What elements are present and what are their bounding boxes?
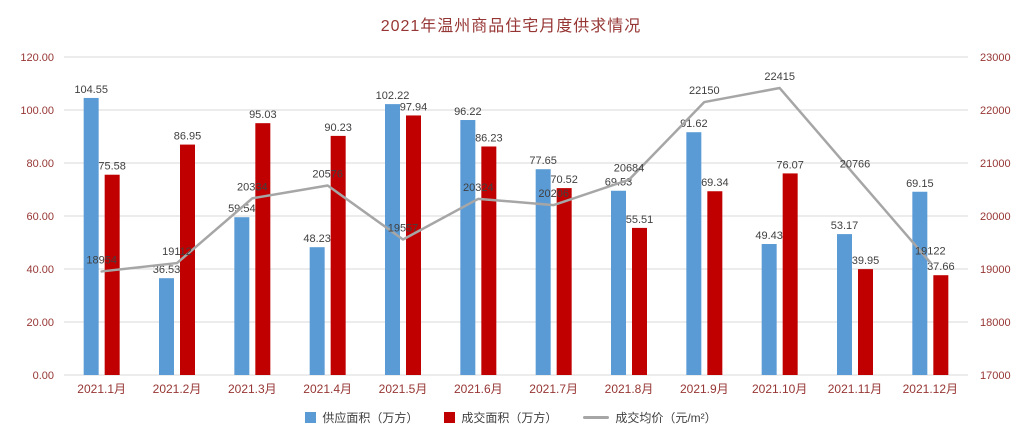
x-axis-label: 2021.2月: [153, 382, 202, 396]
x-axis-label: 2021.10月: [752, 382, 807, 396]
right-axis-tick-label: 20000: [980, 211, 1011, 223]
line-data-label: 22150: [689, 85, 720, 97]
bar-data-label: 76.07: [776, 159, 804, 171]
line-data-label: 19122: [915, 246, 946, 258]
x-axis-label: 2021.5月: [379, 382, 428, 396]
bar-supply-area: [309, 247, 325, 375]
x-axis-label: 2021.1月: [77, 382, 126, 396]
bar-data-label: 75.58: [98, 161, 126, 173]
left-axis-tick-label: 100.00: [20, 105, 54, 117]
right-axis-tick-label: 21000: [980, 158, 1011, 170]
x-axis-label: 2021.11月: [828, 382, 883, 396]
bar-supply-area: [535, 169, 551, 375]
bar-data-label: 86.95: [174, 131, 202, 143]
bar-deal-area: [104, 174, 120, 375]
bar-data-label: 77.65: [529, 155, 557, 167]
legend-item-supply-area: 供应面积（万方）: [305, 409, 418, 426]
bar-supply-area: [686, 132, 702, 375]
bar-data-label: 37.66: [927, 261, 955, 273]
x-axis-label: 2021.12月: [903, 382, 958, 396]
left-axis-tick-label: 60.00: [26, 211, 54, 223]
bar-data-label: 36.53: [153, 264, 181, 276]
bar-supply-area: [761, 244, 777, 375]
x-axis-label: 2021.9月: [680, 382, 729, 396]
line-data-label: 22415: [764, 71, 795, 83]
bar-data-label: 70.52: [550, 174, 578, 186]
bar-deal-area: [556, 188, 572, 375]
bar-deal-area: [782, 173, 798, 375]
bar-deal-area: [481, 146, 497, 375]
bar-deal-area: [406, 115, 421, 376]
bar-data-label: 49.43: [755, 230, 783, 242]
legend-swatch-deal-icon: [444, 412, 456, 423]
legend-item-avg-price: 成交均价（元/m²）: [583, 409, 717, 426]
bar-supply-area: [460, 120, 476, 375]
legend-label-deal: 成交面积（万方）: [461, 411, 558, 425]
x-axis-label: 2021.3月: [228, 382, 277, 396]
bar-supply-area: [837, 234, 852, 375]
line-data-label: 20684: [614, 163, 645, 175]
left-axis-tick-label: 40.00: [26, 264, 54, 276]
right-axis-tick-label: 23000: [980, 52, 1011, 64]
line-data-label: 20766: [840, 158, 871, 170]
line-data-label: 20206: [538, 188, 569, 200]
bar-data-label: 48.23: [303, 233, 331, 245]
left-axis-tick-label: 120.00: [20, 52, 54, 64]
page-title: 2021年温州商品住宅月度供求情况: [380, 18, 642, 35]
bar-supply-area: [385, 104, 400, 375]
right-axis-tick-label: 19000: [980, 264, 1011, 276]
line-data-label: 19112: [162, 246, 192, 258]
line-data-label: 20576: [312, 168, 343, 180]
x-axis-label: 2021.6月: [454, 382, 503, 396]
right-axis-tick-label: 18000: [980, 317, 1011, 329]
chart-legend: 供应面积（万方） 成交面积（万方） 成交均价（元/m²）: [0, 409, 1022, 426]
legend-label-price: 成交均价（元/m²）: [615, 411, 717, 425]
bar-data-label: 102.22: [376, 90, 410, 102]
bar-data-label: 53.17: [831, 220, 859, 232]
legend-swatch-supply-icon: [305, 412, 317, 423]
bar-deal-area: [707, 191, 723, 375]
bar-supply-area: [912, 191, 928, 375]
x-axis-label: 2021.7月: [529, 382, 578, 396]
legend-item-deal-area: 成交面积（万方）: [444, 409, 557, 426]
bar-deal-area: [255, 123, 271, 375]
bar-data-label: 86.23: [475, 132, 503, 144]
bar-supply-area: [611, 190, 626, 375]
line-data-label: 20324: [463, 182, 494, 194]
bar-data-label: 95.03: [249, 109, 277, 121]
bar-deal-area: [632, 227, 647, 375]
bar-data-label: 96.22: [454, 106, 482, 118]
bar-data-label: 69.15: [906, 178, 934, 190]
bar-data-label: 97.94: [400, 101, 428, 113]
bar-deal-area: [933, 275, 949, 375]
right-axis-tick-label: 22000: [980, 105, 1011, 117]
x-axis-label: 2021.8月: [605, 382, 654, 396]
x-axis-label: 2021.4月: [303, 382, 352, 396]
bar-deal-area: [180, 144, 195, 375]
left-axis-tick-label: 80.00: [26, 158, 54, 170]
bar-supply-area: [234, 217, 250, 375]
bar-supply-area: [159, 278, 174, 375]
bar-supply-area: [83, 97, 99, 375]
legend-swatch-price-line-icon: [583, 416, 610, 419]
bar-data-label: 59.54: [228, 203, 256, 215]
line-data-label: 18954: [86, 254, 117, 266]
line-data-label: 20334: [237, 181, 268, 193]
bar-deal-area: [858, 269, 873, 375]
bar-data-label: 90.23: [324, 122, 352, 134]
avg-price-line: [100, 86, 932, 273]
right-axis-tick-label: 17000: [980, 370, 1011, 382]
legend-label-supply: 供应面积（万方）: [322, 411, 419, 425]
line-data-label: 19557: [388, 222, 419, 234]
bar-data-label: 69.34: [701, 177, 729, 189]
left-axis-tick-label: 0.00: [33, 370, 54, 382]
bar-data-label: 104.55: [74, 84, 108, 96]
bar-data-label: 55.51: [626, 214, 654, 226]
left-axis-tick-label: 20.00: [26, 317, 54, 329]
bar-data-label: 39.95: [852, 255, 880, 267]
